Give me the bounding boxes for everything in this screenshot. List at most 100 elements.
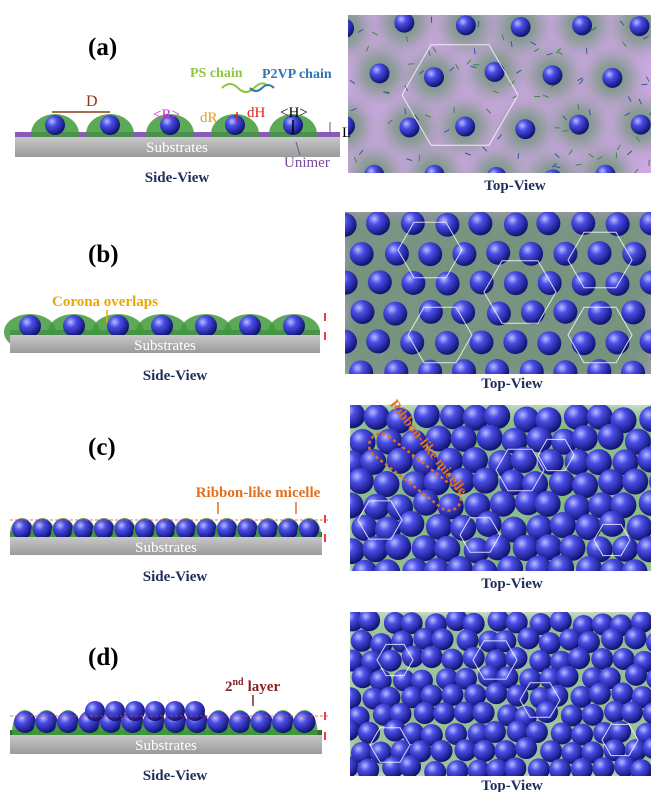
core: [283, 315, 305, 337]
core: [543, 169, 563, 189]
core: [151, 315, 173, 337]
top-view: [335, 399, 651, 588]
core: [536, 701, 558, 723]
core: [414, 702, 436, 724]
core: [572, 272, 596, 296]
core: [553, 360, 577, 384]
annotation: L: [342, 125, 351, 141]
core: [398, 511, 424, 537]
core: [536, 211, 560, 235]
core: [542, 65, 562, 85]
annotation: dR: [200, 110, 218, 126]
core: [559, 629, 581, 651]
top-view-caption: Top-View: [481, 376, 543, 392]
core: [419, 300, 443, 324]
core: [115, 519, 135, 539]
side-view-caption: Side-View: [145, 170, 210, 186]
core: [362, 536, 388, 562]
core: [85, 701, 105, 721]
core: [515, 737, 537, 759]
core: [100, 115, 120, 135]
annotation: <R>: [153, 107, 180, 123]
annotation: dH: [247, 105, 266, 121]
core: [588, 241, 612, 265]
core: [572, 472, 598, 498]
core: [515, 119, 535, 139]
core: [364, 404, 390, 430]
core: [357, 759, 379, 781]
core: [504, 757, 526, 779]
substrate-label: Substrates: [135, 540, 197, 556]
core: [251, 711, 273, 733]
annotation: P2VP chain: [262, 67, 332, 82]
core: [447, 556, 473, 582]
core: [258, 519, 278, 539]
core: [294, 711, 316, 733]
core: [622, 468, 648, 494]
core: [105, 701, 125, 721]
core: [279, 519, 299, 539]
core: [145, 701, 165, 721]
core: [582, 704, 604, 726]
core: [156, 519, 176, 539]
core: [165, 701, 185, 721]
core: [600, 559, 626, 585]
core: [401, 271, 425, 295]
core: [469, 330, 493, 354]
core: [339, 402, 365, 428]
annotation-part: 2: [225, 679, 233, 695]
core: [601, 628, 623, 650]
annotation-part: layer: [248, 679, 281, 695]
substrate-label: Substrates: [135, 738, 197, 754]
core: [595, 165, 615, 185]
core: [401, 211, 425, 235]
core: [485, 682, 507, 704]
core: [487, 301, 511, 325]
core: [63, 315, 85, 337]
core: [592, 757, 614, 779]
unimer: [405, 108, 406, 114]
core: [598, 469, 624, 495]
core: [374, 559, 400, 585]
top-views: Ribbon-like micelle: [322, 1, 651, 784]
core: [602, 68, 622, 88]
core: [575, 514, 601, 540]
core: [440, 403, 466, 429]
core: [476, 511, 502, 537]
corona: [583, 153, 627, 197]
core: [45, 115, 65, 135]
core: [506, 685, 528, 707]
core: [441, 649, 463, 671]
core: [350, 242, 374, 266]
core: [334, 18, 354, 38]
core: [348, 468, 374, 494]
side-view-caption: Side-View: [143, 368, 208, 384]
core: [550, 610, 572, 632]
core: [535, 491, 561, 517]
core: [358, 609, 380, 631]
core: [572, 15, 592, 35]
core: [195, 315, 217, 337]
core: [333, 330, 357, 354]
core: [352, 560, 378, 586]
core: [418, 360, 442, 384]
unimer: [649, 160, 650, 166]
unimer: [367, 11, 371, 15]
core: [107, 315, 129, 337]
corona: [352, 153, 396, 197]
core: [135, 519, 155, 539]
core: [588, 301, 612, 325]
core: [238, 519, 258, 539]
core: [374, 471, 400, 497]
annotation: <H>: [280, 105, 308, 121]
top-view-caption: Top-View: [481, 778, 543, 792]
core: [599, 511, 625, 537]
core: [548, 555, 574, 581]
core: [239, 315, 261, 337]
core: [380, 650, 402, 672]
top-view-caption: Top-View: [481, 576, 543, 592]
core: [456, 15, 476, 35]
panel-label: (b): [88, 241, 119, 268]
core: [402, 558, 428, 584]
core: [452, 242, 476, 266]
